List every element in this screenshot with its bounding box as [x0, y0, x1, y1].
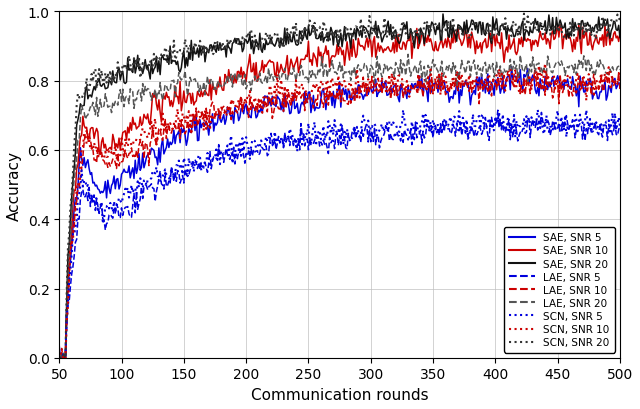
LAE, SNR 5 — [526, 136, 534, 141]
LAE, SNR 10 — [434, 79, 442, 84]
SCN, SNR 20 — [520, 12, 528, 17]
LAE, SNR 5 — [361, 129, 369, 134]
LAE, SNR 20 — [435, 80, 443, 85]
LAE, SNR 20 — [138, 99, 145, 104]
SAE, SNR 5 — [435, 76, 443, 81]
SCN, SNR 20 — [434, 24, 442, 29]
LAE, SNR 20 — [616, 68, 624, 73]
SAE, SNR 10 — [56, 355, 63, 360]
SCN, SNR 10 — [525, 73, 533, 78]
SCN, SNR 20 — [361, 27, 369, 32]
LAE, SNR 10 — [81, 131, 89, 136]
LAE, SNR 20 — [361, 62, 369, 67]
LAE, SNR 10 — [287, 105, 295, 110]
SAE, SNR 10 — [434, 49, 442, 54]
SCN, SNR 5 — [534, 108, 541, 113]
SAE, SNR 5 — [139, 151, 147, 156]
SCN, SNR 20 — [56, 355, 63, 360]
Legend: SAE, SNR 5, SAE, SNR 10, SAE, SNR 20, LAE, SNR 5, LAE, SNR 10, LAE, SNR 20, SCN,: SAE, SNR 5, SAE, SNR 10, SAE, SNR 20, LA… — [504, 227, 615, 353]
SCN, SNR 5 — [361, 119, 369, 124]
Line: LAE, SNR 5: LAE, SNR 5 — [60, 111, 620, 358]
SCN, SNR 10 — [56, 355, 63, 360]
Line: SCN, SNR 5: SCN, SNR 5 — [60, 110, 620, 358]
SCN, SNR 20 — [287, 30, 295, 35]
SAE, SNR 20 — [526, 27, 534, 32]
LAE, SNR 10 — [616, 88, 624, 92]
SCN, SNR 5 — [287, 131, 295, 136]
SAE, SNR 20 — [81, 88, 89, 93]
SAE, SNR 5 — [508, 65, 515, 70]
SCN, SNR 20 — [526, 27, 534, 31]
SCN, SNR 10 — [616, 70, 624, 75]
SCN, SNR 10 — [287, 98, 295, 103]
LAE, SNR 5 — [81, 194, 89, 199]
LAE, SNR 10 — [138, 144, 145, 149]
LAE, SNR 5 — [138, 185, 145, 190]
Line: SAE, SNR 10: SAE, SNR 10 — [60, 25, 620, 358]
Line: SCN, SNR 10: SCN, SNR 10 — [60, 64, 620, 358]
SAE, SNR 20 — [138, 67, 145, 72]
SAE, SNR 5 — [289, 101, 296, 106]
SCN, SNR 5 — [525, 122, 533, 127]
SCN, SNR 10 — [361, 85, 369, 90]
SAE, SNR 5 — [362, 94, 369, 99]
SAE, SNR 20 — [361, 26, 369, 31]
SAE, SNR 5 — [56, 355, 64, 360]
SAE, SNR 10 — [556, 23, 564, 28]
LAE, SNR 20 — [526, 62, 534, 67]
LAE, SNR 5 — [434, 126, 442, 131]
LAE, SNR 10 — [525, 84, 533, 89]
Line: LAE, SNR 10: LAE, SNR 10 — [60, 69, 620, 358]
LAE, SNR 5 — [616, 124, 624, 128]
X-axis label: Communication rounds: Communication rounds — [251, 387, 428, 402]
LAE, SNR 10 — [56, 355, 63, 360]
Y-axis label: Accuracy: Accuracy — [7, 150, 22, 220]
SCN, SNR 5 — [138, 180, 145, 184]
LAE, SNR 10 — [361, 90, 369, 94]
SAE, SNR 20 — [434, 28, 442, 33]
SCN, SNR 10 — [434, 80, 442, 85]
SCN, SNR 20 — [616, 18, 624, 23]
SCN, SNR 10 — [541, 62, 549, 67]
Line: SAE, SNR 20: SAE, SNR 20 — [60, 15, 620, 358]
SAE, SNR 20 — [439, 13, 447, 18]
LAE, SNR 20 — [56, 355, 63, 360]
SAE, SNR 20 — [56, 355, 63, 360]
SAE, SNR 10 — [616, 31, 624, 36]
LAE, SNR 10 — [531, 66, 539, 71]
SAE, SNR 10 — [287, 58, 295, 63]
LAE, SNR 20 — [81, 117, 89, 122]
SAE, SNR 10 — [81, 126, 89, 131]
SAE, SNR 10 — [525, 38, 533, 43]
SCN, SNR 5 — [616, 124, 624, 129]
SCN, SNR 5 — [81, 179, 89, 184]
SCN, SNR 5 — [434, 123, 442, 128]
LAE, SNR 5 — [494, 108, 502, 113]
SCN, SNR 20 — [81, 87, 89, 92]
SAE, SNR 10 — [361, 48, 369, 53]
SCN, SNR 10 — [138, 131, 145, 136]
SCN, SNR 10 — [81, 133, 89, 137]
SAE, SNR 10 — [138, 124, 145, 128]
LAE, SNR 20 — [404, 53, 412, 58]
Line: SAE, SNR 5: SAE, SNR 5 — [60, 67, 620, 358]
SAE, SNR 5 — [83, 161, 90, 166]
SCN, SNR 5 — [56, 355, 63, 360]
SAE, SNR 5 — [527, 77, 535, 82]
SAE, SNR 5 — [616, 82, 624, 87]
SAE, SNR 20 — [616, 36, 624, 41]
Line: LAE, SNR 20: LAE, SNR 20 — [60, 55, 620, 358]
SAE, SNR 20 — [287, 40, 295, 45]
Line: SCN, SNR 20: SCN, SNR 20 — [60, 15, 620, 358]
SAE, SNR 5 — [56, 343, 63, 348]
LAE, SNR 5 — [287, 135, 295, 140]
LAE, SNR 20 — [287, 72, 295, 77]
LAE, SNR 5 — [56, 355, 63, 360]
SCN, SNR 20 — [138, 71, 145, 76]
